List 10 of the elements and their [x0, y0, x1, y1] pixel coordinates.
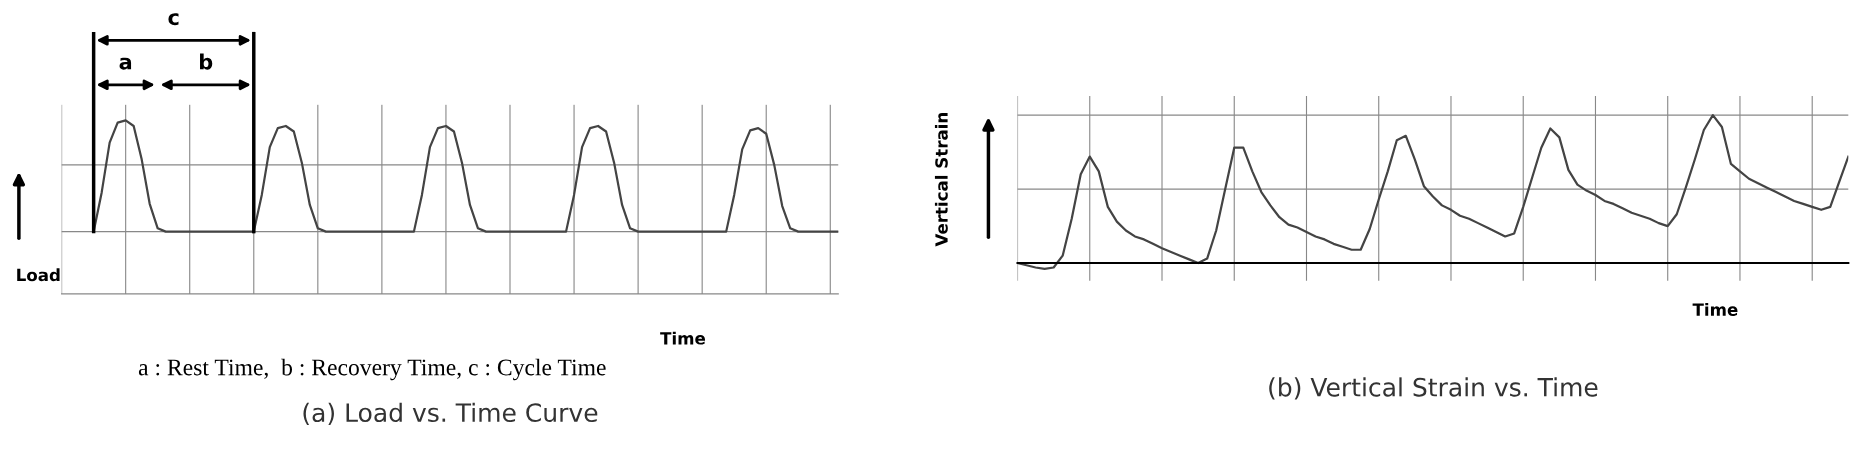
x-axis-title: Time [1692, 302, 1738, 316]
y-axis-title: Load [17, 268, 60, 282]
text: c [168, 13, 179, 26]
x-axis-title: Time [660, 331, 706, 345]
text: a [119, 57, 132, 70]
text: (b) Vertical Strain vs. Time [1269, 377, 1598, 400]
text: (a) Load vs. Time Curve [303, 402, 598, 425]
text: b [200, 53, 213, 70]
y-axis-title: Vertical Strain [934, 113, 948, 247]
text: a : Rest Time, b : Recovery Time, c : Cycle Time [138, 358, 606, 381]
